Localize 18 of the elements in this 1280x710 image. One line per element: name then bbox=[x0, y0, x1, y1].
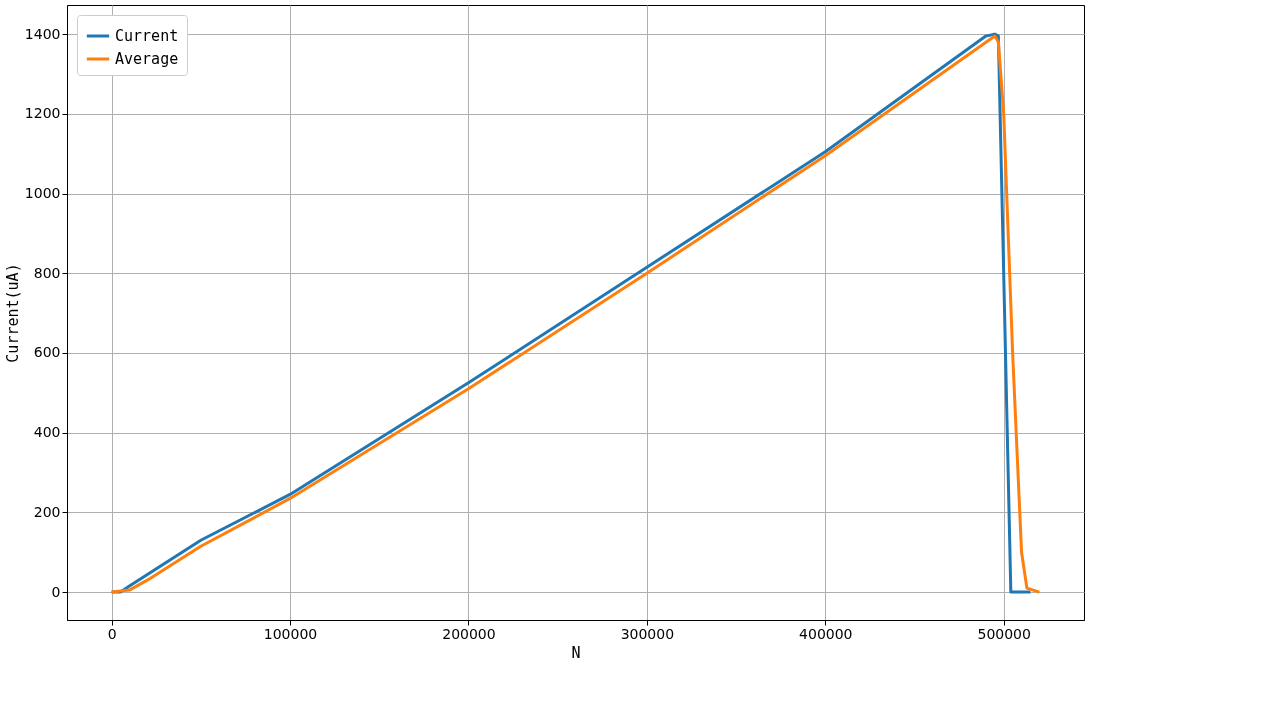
x-tick-label: 400000 bbox=[799, 625, 853, 642]
x-tick-label: 200000 bbox=[442, 625, 496, 642]
x-axis-title: N bbox=[571, 643, 581, 662]
y-tick-label: 0 bbox=[51, 583, 61, 600]
y-tick-label: 1200 bbox=[24, 105, 61, 122]
y-tick-label: 1400 bbox=[24, 25, 61, 42]
legend-label: Current bbox=[115, 27, 179, 45]
legend-label: Average bbox=[115, 50, 179, 68]
y-tick-label: 1000 bbox=[24, 185, 61, 202]
y-tick-label: 200 bbox=[33, 503, 61, 520]
x-tick-label: 0 bbox=[107, 625, 117, 642]
y-tick-label: 600 bbox=[33, 344, 61, 361]
y-tick-label: 400 bbox=[33, 424, 61, 441]
x-tick-label: 100000 bbox=[263, 625, 318, 642]
y-axis-title: Current(uA) bbox=[3, 263, 22, 363]
x-tick-label: 500000 bbox=[977, 625, 1031, 642]
y-tick-label: 800 bbox=[33, 264, 61, 281]
x-tick-label: 300000 bbox=[620, 625, 675, 642]
